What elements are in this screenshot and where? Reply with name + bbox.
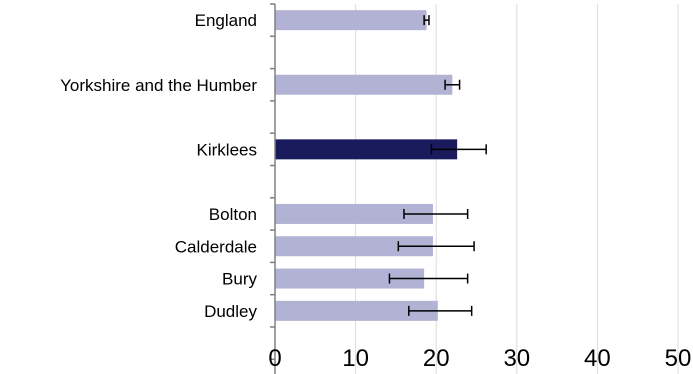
y-axis <box>270 3 276 374</box>
error-bar <box>388 273 469 284</box>
x-tick-label: 20 <box>423 345 450 372</box>
category-label: England <box>195 11 257 30</box>
error-bar <box>430 144 487 155</box>
error-bar <box>397 241 475 252</box>
bar-kirklees <box>275 139 458 160</box>
x-tick-label: 10 <box>342 345 369 372</box>
bar-england <box>275 10 427 31</box>
category-label: Bury <box>222 270 257 289</box>
category-label: Dudley <box>204 302 257 321</box>
category-label: Calderdale <box>175 237 257 256</box>
x-tick-label: 0 <box>268 345 281 372</box>
bars <box>275 10 458 321</box>
category-labels: England Yorkshire and the Humber Kirklees B… <box>60 11 257 321</box>
error-bar <box>403 208 469 219</box>
bar-calderdale <box>275 236 433 257</box>
x-tick-label: 40 <box>584 345 611 372</box>
error-bar <box>444 79 461 90</box>
category-label: Yorkshire and the Humber <box>60 76 257 95</box>
error-bar <box>423 15 430 26</box>
x-tick-labels: 0 10 20 30 40 50 <box>268 345 691 372</box>
error-bar <box>408 305 473 316</box>
category-label: Bolton <box>209 205 257 224</box>
x-tick-label: 50 <box>665 345 692 372</box>
bar-bolton <box>275 203 433 224</box>
bar-bury <box>275 268 425 289</box>
category-label: Kirklees <box>197 140 257 159</box>
error-bars <box>388 15 487 316</box>
bar-yorkshire-and-the-humber <box>275 74 453 95</box>
bar-dudley <box>275 300 438 321</box>
x-tick-label: 30 <box>503 345 530 372</box>
gridlines <box>355 4 679 374</box>
